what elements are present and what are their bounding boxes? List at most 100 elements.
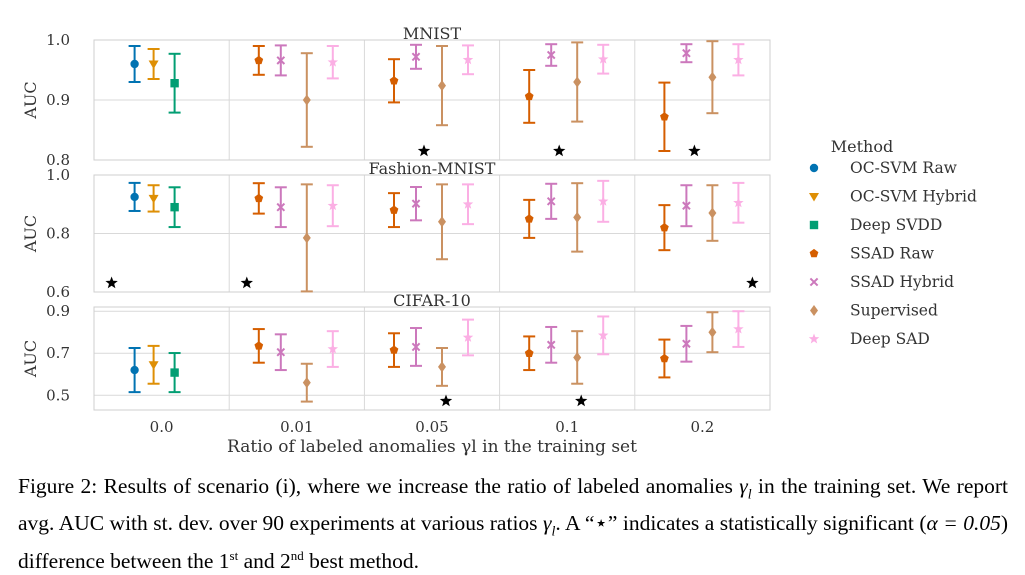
error-bar — [410, 43, 422, 70]
error-bar — [147, 48, 160, 80]
error-bar — [168, 186, 181, 229]
data-point — [170, 368, 179, 377]
data-point — [546, 50, 556, 60]
data-point — [411, 342, 421, 352]
y-tick-label: 1.0 — [46, 166, 70, 184]
significance-star — [688, 144, 701, 157]
x-tick-label: 0.2 — [690, 418, 714, 436]
error-bar — [388, 332, 400, 368]
panel-0 — [93, 39, 771, 161]
legend-marker — [809, 163, 819, 173]
legend-item: Deep SAD — [808, 330, 930, 348]
data-point — [276, 202, 286, 212]
data-point — [733, 54, 744, 65]
significance-star — [575, 394, 588, 407]
error-bar — [326, 45, 339, 80]
error-bar — [410, 185, 422, 222]
data-point — [254, 55, 264, 65]
panel-1 — [93, 174, 771, 293]
legend-label: Deep SAD — [850, 330, 930, 348]
data-point — [130, 365, 139, 375]
error-bar — [732, 310, 745, 348]
error-bar — [571, 41, 584, 123]
legend-marker — [809, 220, 819, 230]
data-point — [148, 60, 159, 69]
data-point — [389, 345, 399, 354]
panel-frame — [93, 306, 771, 411]
significance-star — [746, 276, 759, 289]
error-bar — [128, 181, 141, 212]
error-bar — [706, 40, 719, 115]
error-bar — [274, 44, 287, 77]
data-point — [411, 199, 421, 208]
data-point — [573, 76, 582, 88]
legend-marker — [809, 277, 819, 287]
error-bar — [300, 52, 313, 148]
error-bar — [252, 182, 265, 215]
legend-label: Supervised — [850, 302, 938, 320]
x-tick-label: 0.0 — [150, 418, 174, 436]
error-bar — [706, 184, 719, 242]
error-bar — [128, 346, 141, 394]
error-bar — [706, 311, 719, 354]
data-point — [254, 193, 264, 203]
error-bar — [571, 182, 584, 253]
data-point — [708, 71, 717, 83]
data-point — [682, 201, 691, 211]
data-point — [660, 112, 669, 121]
error-bar — [274, 333, 287, 372]
legend-marker — [809, 193, 819, 202]
panel-title: CIFAR-10 — [393, 291, 471, 310]
error-bar — [388, 58, 400, 104]
significance-star — [553, 144, 566, 157]
data-point — [682, 48, 691, 58]
data-point — [254, 341, 264, 350]
error-bar — [597, 43, 610, 75]
error-bar — [436, 45, 448, 127]
error-bar — [326, 330, 339, 368]
data-point — [148, 361, 159, 370]
legend-marker — [809, 248, 819, 258]
error-bar — [597, 179, 610, 223]
data-point — [276, 347, 286, 357]
error-bar — [680, 43, 693, 64]
data-point — [170, 202, 179, 212]
x-tick-label: 0.1 — [555, 418, 579, 436]
data-point — [546, 197, 556, 206]
error-bar — [597, 315, 610, 356]
data-point — [660, 223, 669, 232]
significance-star — [439, 394, 453, 407]
legend-item: SSAD Hybrid — [809, 273, 954, 291]
data-point — [462, 54, 474, 65]
data-point — [733, 323, 744, 334]
data-point — [733, 197, 744, 208]
data-point — [438, 216, 446, 228]
data-point — [597, 53, 609, 64]
error-bar — [147, 184, 160, 213]
error-bar — [523, 198, 536, 239]
error-bar — [462, 183, 474, 226]
error-bar — [436, 183, 448, 261]
y-tick-label: 0.9 — [46, 302, 70, 320]
error-bar — [523, 335, 536, 372]
x-tick-label: 0.01 — [280, 418, 313, 436]
error-bar — [252, 45, 265, 76]
panel-title: Fashion-MNIST — [369, 159, 496, 178]
data-point — [130, 192, 139, 202]
error-bar — [680, 324, 693, 363]
legend-item: Deep SVDD — [809, 216, 942, 234]
legend-item: OC-SVM Raw — [809, 159, 958, 177]
y-tick-label: 0.9 — [46, 91, 70, 109]
legend-label: OC-SVM Hybrid — [850, 188, 977, 206]
data-point — [130, 59, 139, 69]
x-tick-label: 0.05 — [415, 418, 448, 436]
error-bar — [410, 327, 422, 367]
legend-label: SSAD Raw — [850, 245, 935, 263]
y-axis-label: AUC — [21, 81, 40, 119]
data-point — [327, 56, 339, 67]
data-point — [462, 198, 474, 209]
data-point — [524, 214, 534, 223]
y-tick-label: 0.8 — [46, 151, 70, 169]
legend-label: SSAD Hybrid — [850, 273, 954, 291]
data-point — [660, 353, 669, 363]
